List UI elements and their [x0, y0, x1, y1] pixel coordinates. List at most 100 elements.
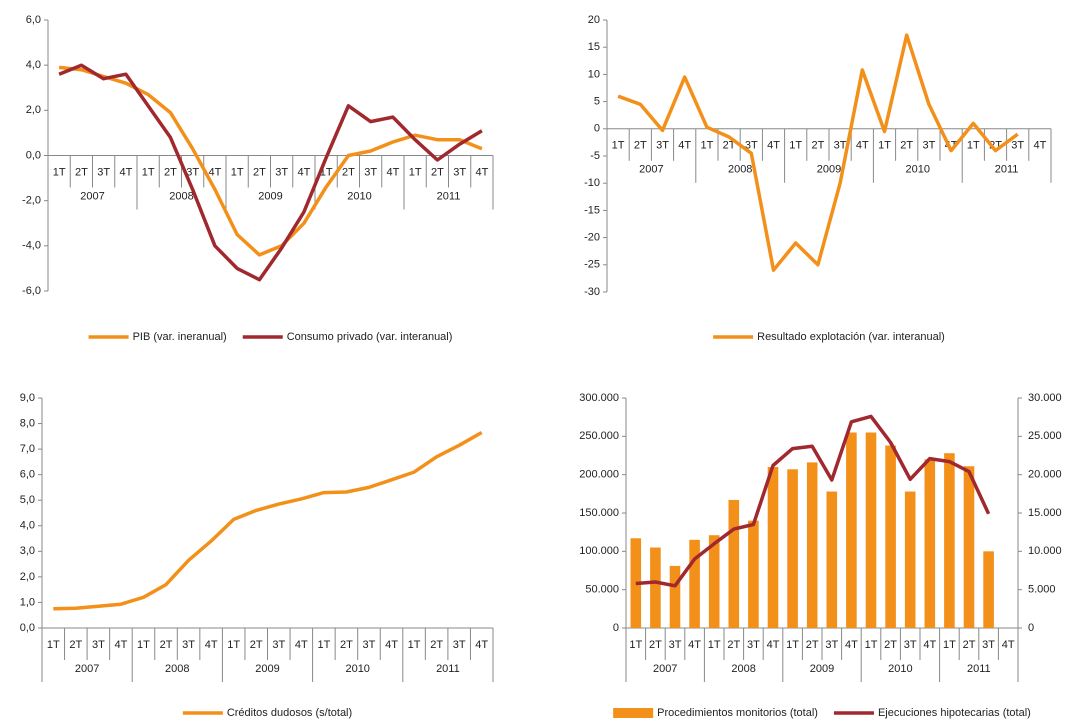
- x-tick-label: 1T: [967, 140, 980, 152]
- y-tick-label: 200.000: [579, 469, 619, 481]
- bar: [924, 459, 936, 628]
- y-tick-label: -6,0: [22, 285, 41, 297]
- y2-tick-label: 5.000: [1028, 584, 1056, 596]
- y2-tick-label: 0: [1028, 622, 1034, 634]
- year-label: 2010: [347, 190, 371, 202]
- x-tick-label: 2T: [164, 166, 177, 178]
- x-tick-label: 2T: [806, 639, 819, 651]
- x-tick-label: 2T: [160, 639, 173, 651]
- x-tick-label: 1T: [700, 140, 713, 152]
- y-tick-label: -30: [584, 286, 600, 298]
- x-tick-label: 1T: [408, 639, 421, 651]
- year-label: 2008: [728, 164, 752, 176]
- x-tick-label: 2T: [884, 639, 897, 651]
- y-tick-label: -2,0: [22, 195, 41, 207]
- y-tick-label: 8,0: [20, 417, 35, 429]
- bar: [865, 432, 877, 628]
- y2-tick-label: 15.000: [1028, 507, 1062, 519]
- bar: [885, 445, 896, 628]
- x-tick-label: 4T: [1033, 140, 1046, 152]
- x-tick-label: 4T: [923, 639, 936, 651]
- x-tick-label: 3T: [363, 639, 376, 651]
- x-tick-label: 3T: [922, 140, 935, 152]
- year-label: 2007: [75, 663, 99, 675]
- y-tick-label: -25: [584, 259, 600, 271]
- x-tick-label: 3T: [453, 166, 466, 178]
- year-label: 2010: [345, 663, 369, 675]
- year-label: 2008: [731, 663, 755, 675]
- legend-label: Ejecuciones hipotecarias (total): [878, 707, 1031, 719]
- x-tick-label: 1T: [865, 639, 878, 651]
- line-series: [53, 430, 483, 611]
- x-tick-label: 1T: [317, 639, 330, 651]
- x-tick-label: 4T: [475, 166, 488, 178]
- year-label: 2007: [639, 164, 663, 176]
- x-tick-label: 1T: [943, 639, 956, 651]
- year-label: 2008: [165, 663, 189, 675]
- x-tick-label: 3T: [982, 639, 995, 651]
- bar: [983, 551, 994, 628]
- bar: [748, 520, 759, 628]
- x-tick-label: 1T: [789, 140, 802, 152]
- y-tick-label: 150.000: [579, 507, 619, 519]
- x-tick-label: 4T: [386, 166, 399, 178]
- y-tick-label: 0: [594, 123, 600, 135]
- x-tick-label: 3T: [1011, 140, 1024, 152]
- y2-tick-label: 30.000: [1028, 392, 1062, 404]
- bar: [826, 491, 838, 628]
- bar: [944, 453, 955, 628]
- x-tick-label: 3T: [272, 639, 285, 651]
- x-tick-label: 3T: [834, 140, 847, 152]
- x-tick-label: 2T: [900, 140, 913, 152]
- x-tick-label: 4T: [115, 639, 128, 651]
- y-tick-label: 0: [613, 622, 619, 634]
- x-tick-label: 1T: [629, 639, 642, 651]
- x-tick-label: 2T: [430, 639, 443, 651]
- y-tick-label: 50.000: [585, 584, 619, 596]
- x-tick-label: 4T: [119, 166, 132, 178]
- x-tick-label: 1T: [231, 166, 244, 178]
- y-tick-label: 1,0: [20, 596, 35, 608]
- y2-tick-label: 25.000: [1028, 430, 1062, 442]
- x-tick-label: 3T: [97, 166, 110, 178]
- legend-label: Créditos dudosos (s/total): [227, 707, 352, 719]
- y-tick-label: 10: [588, 68, 600, 80]
- x-tick-label: 2T: [649, 639, 662, 651]
- x-tick-label: 3T: [747, 639, 760, 651]
- x-tick-label: 3T: [186, 166, 199, 178]
- y-tick-label: 4,0: [26, 59, 41, 71]
- bar: [669, 565, 681, 628]
- x-tick-label: 2T: [431, 166, 444, 178]
- y-tick-label: 2,0: [20, 571, 35, 583]
- x-tick-label: 4T: [205, 639, 218, 651]
- y2-tick-label: 20.000: [1028, 469, 1062, 481]
- x-tick-label: 1T: [142, 166, 155, 178]
- year-label: 2011: [995, 164, 1019, 176]
- x-tick-label: 4T: [678, 140, 691, 152]
- x-tick-label: 1T: [227, 639, 240, 651]
- bar: [846, 432, 857, 628]
- y-tick-label: 6,0: [26, 14, 41, 26]
- x-tick-label: 2T: [250, 639, 263, 651]
- line-series: [58, 63, 483, 282]
- x-tick-label: 4T: [845, 639, 858, 651]
- year-label: 2009: [255, 663, 279, 675]
- x-tick-label: 2T: [342, 166, 355, 178]
- x-tick-label: 4T: [688, 639, 701, 651]
- bar: [806, 462, 818, 628]
- x-tick-label: 2T: [634, 140, 647, 152]
- x-tick-label: 1T: [878, 140, 891, 152]
- year-label: 2007: [80, 190, 104, 202]
- y-tick-label: 300.000: [579, 392, 619, 404]
- bar: [904, 491, 916, 628]
- x-tick-label: 4T: [767, 140, 780, 152]
- x-tick-label: 3T: [92, 639, 105, 651]
- year-label: 2011: [437, 190, 461, 202]
- year-label: 2009: [810, 663, 834, 675]
- bar: [689, 539, 700, 628]
- year-label: 2011: [967, 663, 991, 675]
- x-tick-label: 3T: [656, 140, 669, 152]
- bar: [787, 469, 798, 628]
- y-tick-label: 100.000: [579, 545, 619, 557]
